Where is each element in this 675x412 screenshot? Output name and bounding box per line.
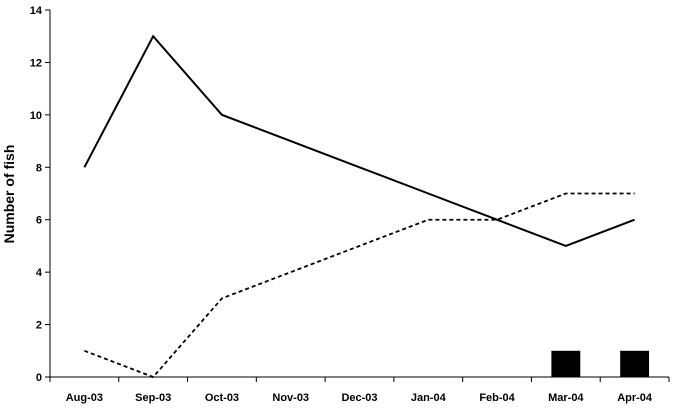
y-tick-label: 8	[36, 162, 42, 174]
x-tick-label: Feb-04	[479, 392, 515, 404]
x-tick-label: Dec-03	[341, 392, 377, 404]
y-tick-label: 10	[30, 110, 42, 122]
series-line-solid	[83, 34, 635, 247]
bar-series	[551, 350, 650, 377]
y-tick-label: 4	[36, 267, 43, 279]
bar	[620, 350, 650, 377]
series-line-dashed	[84, 192, 635, 379]
axes	[49, 10, 669, 378]
y-axis-title: Number of fish	[1, 145, 17, 244]
x-tick-label: Nov-03	[272, 392, 309, 404]
x-tick-label: Aug-03	[66, 392, 103, 404]
x-tick-label: Mar-04	[548, 392, 584, 404]
x-tick-label: Apr-04	[617, 392, 653, 404]
y-ticks: 0 2 4 6 8 10 12 14	[30, 5, 50, 384]
line-series	[83, 34, 635, 379]
bar	[551, 350, 581, 377]
x-tick-label: Jan-04	[411, 392, 447, 404]
x-tick-label: Oct-03	[205, 392, 239, 404]
y-tick-label: 2	[36, 320, 42, 332]
y-tick-label: 6	[36, 215, 42, 227]
y-tick-label: 14	[30, 5, 43, 17]
y-tick-label: 0	[36, 372, 42, 384]
y-tick-label: 12	[30, 57, 42, 69]
x-ticks: Aug-03 Sep-03 Oct-03 Nov-03 Dec-03 Jan-04 Feb-…	[49, 377, 670, 404]
x-tick-label: Sep-03	[135, 392, 171, 404]
